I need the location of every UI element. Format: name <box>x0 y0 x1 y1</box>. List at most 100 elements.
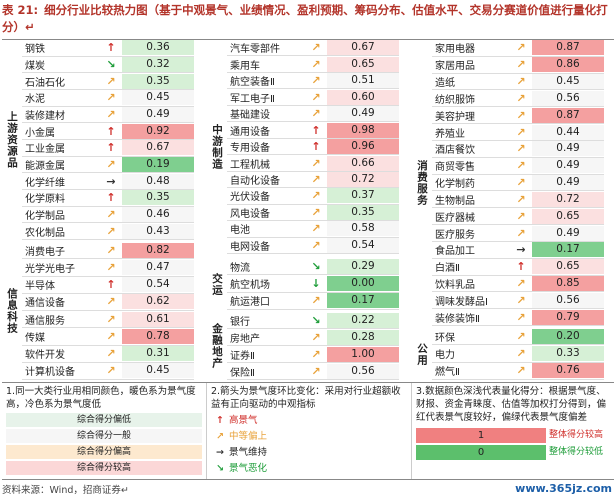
industry-name: 纺织服饰 <box>435 94 475 106</box>
trend-arrow-icon: ↗ <box>106 329 116 343</box>
trend-arrow-icon: ↗ <box>106 208 116 222</box>
industry-name: 乘用车 <box>230 60 260 72</box>
heatmap-board: 上游资源品 钢铁 ↑ 0.36 煤炭 ↘ 0.32 石油石化 ↗ 0.35 水泥 ↗ 0.45 装修建材 ↗… <box>2 39 614 383</box>
trend-arrow-icon: ↗ <box>516 293 526 307</box>
category-text: 中游制造 <box>211 124 223 170</box>
group-upstream: 上游资源品 钢铁 ↑ 0.36 煤炭 ↘ 0.32 石油石化 ↗ 0.35 水泥 ↗ 0.45 装修建材 ↗… <box>2 40 198 241</box>
industry-row: 装修装饰Ⅱ ↗ 0.79 <box>432 309 604 327</box>
arrow-up-label: 高景气 <box>229 414 258 426</box>
score-cell: 0.20 <box>532 328 604 344</box>
industry-row: 饮料乳品 ↗ 0.85 <box>432 276 604 293</box>
trend-arrow-icon: ↗ <box>106 158 116 172</box>
figure-label: 表 21: <box>2 3 39 17</box>
score-cell: 0.54 <box>327 237 399 253</box>
score-cell: 0.65 <box>532 259 604 275</box>
industry-row: 化学制药 ↗ 0.49 <box>432 175 604 192</box>
trend-arrow-icon: ↑ <box>106 278 116 292</box>
group-finance: 金融地产 银行 ↘ 0.22 房地产 ↗ 0.28 证券Ⅱ ↗ 1.00 保险Ⅱ ↗ 0.56 <box>207 312 403 380</box>
score-cell: 0.45 <box>122 90 194 106</box>
industry-name: 通信设备 <box>25 298 65 310</box>
industry-row: 环保 ↗ 0.20 <box>432 328 604 346</box>
scale-high-label: 整体得分较高 <box>549 430 604 440</box>
industry-row: 房地产 ↗ 0.28 <box>227 329 399 346</box>
trend-arrow-icon: ↗ <box>516 159 526 173</box>
score-cell: 0.17 <box>327 293 399 309</box>
industry-name: 电池 <box>230 225 250 237</box>
industry-name: 航空机场 <box>230 279 270 291</box>
industry-name: 专用设备 <box>230 143 270 155</box>
industry-name: 商贸零售 <box>435 162 475 174</box>
score-cell: 0.45 <box>122 363 194 379</box>
trend-arrow-icon: ↗ <box>311 74 321 88</box>
score-cell: 0.43 <box>122 223 194 239</box>
score-cell: 0.92 <box>122 123 194 139</box>
note-arrows: 2.箭头为景气度环比变化：采用对行业超额收益有正向驱动的中观指标 ↑ 高景气 ↗ 中… <box>207 383 412 479</box>
trend-arrow-icon: ↗ <box>106 312 116 326</box>
score-cell: 0.19 <box>122 157 194 173</box>
score-cell: 0.32 <box>122 57 194 72</box>
category-text: 金融地产 <box>211 323 223 369</box>
score-cell: 0.56 <box>327 363 399 379</box>
arrow-downright-icon: ↘ <box>216 462 224 474</box>
group-transport: 交运 物流 ↘ 0.29 航空机场 ↓ 0.00 航运港口 ↗ 0.17 <box>207 258 403 310</box>
trend-arrow-icon: ↘ <box>106 58 116 71</box>
industry-name: 银行 <box>230 316 250 328</box>
trend-arrow-icon: ↗ <box>516 41 526 55</box>
industry-name: 化学原料 <box>25 194 65 206</box>
industry-row: 专用设备 ↑ 0.96 <box>227 139 399 156</box>
industry-row: 银行 ↘ 0.22 <box>227 312 399 329</box>
source-note: 资料来源：Wind，招商证券↵ <box>2 485 129 496</box>
industry-name: 化学制药 <box>435 179 475 191</box>
industry-name: 石油石化 <box>25 77 65 89</box>
score-cell: 1.00 <box>327 346 399 362</box>
industry-name: 风电设备 <box>230 208 270 220</box>
industry-name: 能源金属 <box>25 161 65 173</box>
industry-row: 钢铁 ↑ 0.36 <box>22 40 194 57</box>
note-colors: 1.同一大类行业用相同颜色，暖色系为景气度高，冷色系为景气度低 综合得分偏低 综… <box>2 383 207 479</box>
industry-name: 燃气Ⅱ <box>435 367 460 379</box>
industry-row: 航运港口 ↗ 0.17 <box>227 293 399 310</box>
score-cell: 0.37 <box>327 188 399 204</box>
industry-name: 医疗服务 <box>435 229 475 241</box>
industry-name: 工程机械 <box>230 159 270 171</box>
trend-arrow-icon: ↗ <box>516 310 526 324</box>
trend-arrow-icon: ↗ <box>311 364 321 378</box>
industry-row: 工业金属 ↑ 0.67 <box>22 140 194 157</box>
scale-low-label: 整体得分较低 <box>549 447 604 457</box>
trend-arrow-icon: ↗ <box>106 364 116 378</box>
trend-arrow-icon: ↗ <box>516 329 526 343</box>
industry-name: 钢铁 <box>25 44 45 56</box>
score-cell: 0.54 <box>122 277 194 293</box>
legend-high: 综合得分偏高 <box>6 445 202 459</box>
category-text: 上游资源品 <box>6 111 18 169</box>
industry-name: 电力 <box>435 349 455 361</box>
row-list: 银行 ↘ 0.22 房地产 ↗ 0.28 证券Ⅱ ↗ 1.00 保险Ⅱ ↗ 0.56 <box>227 312 399 380</box>
trend-arrow-icon: ↑ <box>106 124 116 138</box>
score-cell: 0.46 <box>122 207 194 223</box>
industry-name: 物流 <box>230 262 250 274</box>
industry-row: 电网设备 ↗ 0.54 <box>227 237 399 255</box>
scale-low-row: 0 整体得分较低 <box>416 445 610 460</box>
score-cell: 0.85 <box>532 276 604 291</box>
category-label: 交运 <box>207 258 227 310</box>
trend-arrow-icon: ↗ <box>311 41 321 55</box>
score-cell: 0.17 <box>532 242 604 258</box>
industry-name: 汽车零部件 <box>230 44 280 56</box>
industry-name: 白酒Ⅱ <box>435 263 460 275</box>
industry-row: 软件开发 ↗ 0.31 <box>22 346 194 363</box>
watermark: www.365jz.com <box>515 482 612 495</box>
category-label: 中游制造 <box>207 40 227 254</box>
trend-arrow-icon: ↗ <box>516 192 526 206</box>
industry-row: 光学光电子 ↗ 0.47 <box>22 259 194 277</box>
industry-name: 基础建设 <box>230 110 270 122</box>
industry-row: 能源金属 ↗ 0.19 <box>22 157 194 174</box>
trend-arrow-icon: ↗ <box>106 74 116 88</box>
industry-row: 航空装备Ⅱ ↗ 0.51 <box>227 73 399 90</box>
industry-row: 保险Ⅱ ↗ 0.56 <box>227 363 399 380</box>
trend-arrow-icon: ↗ <box>516 226 526 240</box>
industry-row: 造纸 ↗ 0.45 <box>432 74 604 91</box>
industry-name: 计算机设备 <box>25 367 75 379</box>
trend-arrow-icon: ↗ <box>311 189 321 203</box>
industry-name: 军工电子Ⅱ <box>230 93 275 105</box>
industry-row: 纺织服饰 ↗ 0.56 <box>432 90 604 108</box>
